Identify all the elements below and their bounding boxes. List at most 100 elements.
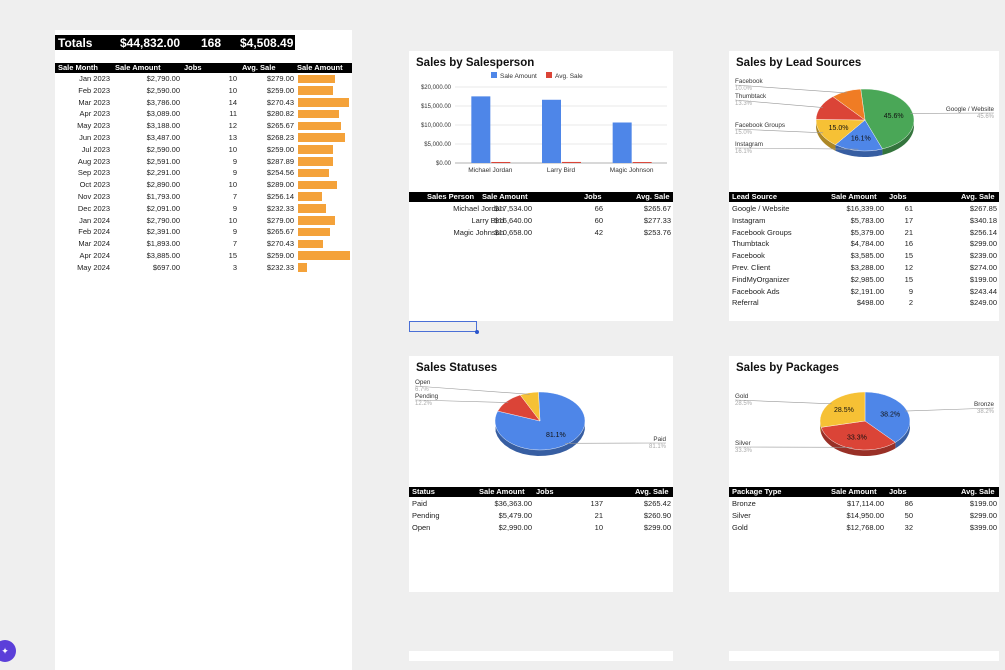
avg-cell: $279.00 — [250, 215, 294, 227]
amount-cell: $10,658.00 — [479, 227, 532, 239]
amount-cell: $3,585.00 — [824, 250, 884, 262]
amount-cell: $2,591.00 — [110, 156, 180, 168]
col-jobs: Jobs — [889, 487, 907, 497]
avg-cell: $239.00 — [944, 250, 997, 262]
month-cell: Jul 2023 — [55, 144, 110, 156]
month-cell: May 2024 — [55, 262, 110, 274]
col-jobs: Jobs — [184, 63, 202, 73]
name-cell: Open — [412, 522, 430, 534]
amount-cell: $2,391.00 — [110, 226, 180, 238]
name-cell: Facebook — [732, 250, 765, 262]
amount-cell: $12,768.00 — [824, 522, 884, 534]
callout-pct: 13.3% — [735, 101, 753, 107]
callout-pct: 6.7% — [415, 387, 429, 393]
slice-pct-label: 28.5% — [834, 407, 854, 414]
compass-icon[interactable]: ✦ — [0, 640, 16, 662]
amount-cell: $3,786.00 — [110, 97, 180, 109]
slice-pct-label: 81.1% — [546, 432, 566, 439]
name-cell: Prev. Client — [732, 262, 770, 274]
avg-cell: $199.00 — [944, 274, 997, 286]
avg-cell: $277.33 — [619, 215, 671, 227]
month-cell: Nov 2023 — [55, 191, 110, 203]
jobs-cell: 10 — [205, 144, 237, 156]
sale-amount-bar — [298, 98, 349, 107]
amount-cell: $1,793.00 — [110, 191, 180, 203]
y-tick-label: $10,000.00 — [421, 123, 452, 129]
month-cell: Feb 2024 — [55, 226, 110, 238]
salesperson-header: Sales Person Sale Amount Jobs Avg. Sale — [409, 192, 673, 202]
jobs-cell: 17 — [879, 215, 913, 227]
avg-cell: $340.18 — [944, 215, 997, 227]
avg-cell: $299.00 — [619, 522, 671, 534]
avg-cell: $270.43 — [250, 238, 294, 250]
col-avg-sale: Avg. Sale — [242, 63, 276, 73]
col-avg-sale: Avg. Sale — [635, 487, 669, 497]
avg-cell: $260.90 — [619, 510, 671, 522]
sale-amount-bar — [298, 145, 333, 154]
amount-cell: $2,790.00 — [110, 73, 180, 85]
col-jobs: Jobs — [584, 192, 602, 202]
avg-cell: $256.14 — [250, 191, 294, 203]
avg-cell: $253.76 — [619, 227, 671, 239]
jobs-cell: 11 — [205, 108, 237, 120]
jobs-cell: 9 — [205, 167, 237, 179]
sale-amount-bar — [298, 169, 329, 178]
sale-amount-bar — [298, 75, 335, 84]
avg-cell: $270.43 — [250, 97, 294, 109]
slice-pct-label: 33.3% — [847, 435, 867, 442]
y-tick-label: $5,000.00 — [424, 142, 451, 148]
avg-cell: $289.00 — [250, 179, 294, 191]
col-sale-amount: Sale Amount — [482, 192, 528, 202]
amount-cell: $5,379.00 — [824, 227, 884, 239]
cell-fill-handle[interactable] — [475, 330, 479, 334]
month-cell: Dec 2023 — [55, 203, 110, 215]
col-jobs: Jobs — [536, 487, 554, 497]
jobs-cell: 66 — [569, 203, 603, 215]
amount-cell: $3,885.00 — [110, 250, 180, 262]
jobs-cell: 7 — [205, 238, 237, 250]
sale-amount-bar — [298, 263, 307, 272]
bar-avg-sale — [491, 162, 510, 163]
callout-pct: 81.1% — [649, 444, 667, 450]
jobs-cell: 60 — [569, 215, 603, 227]
lead-sources-title: Sales by Lead Sources — [736, 57, 861, 69]
col-sale-amount: Sale Amount — [479, 487, 525, 497]
amount-cell: $5,783.00 — [824, 215, 884, 227]
avg-cell: $254.56 — [250, 167, 294, 179]
salesperson-title: Sales by Salesperson — [416, 57, 534, 69]
jobs-cell: 16 — [879, 238, 913, 250]
name-cell: Facebook Ads — [732, 286, 780, 298]
jobs-cell: 9 — [879, 286, 913, 298]
callout-label: Pending — [415, 393, 439, 400]
jobs-cell: 9 — [205, 156, 237, 168]
legend-label: Avg. Sale — [555, 73, 583, 80]
col-sale-amount: Sale Amount — [115, 63, 161, 73]
totals-jobs: 168 — [201, 36, 221, 50]
callout-label: Bronze — [974, 401, 994, 408]
avg-cell: $249.00 — [944, 297, 997, 309]
selected-cell[interactable] — [409, 321, 477, 332]
name-cell: Facebook Groups — [732, 227, 792, 239]
col-avg-sale: Avg. Sale — [961, 487, 995, 497]
